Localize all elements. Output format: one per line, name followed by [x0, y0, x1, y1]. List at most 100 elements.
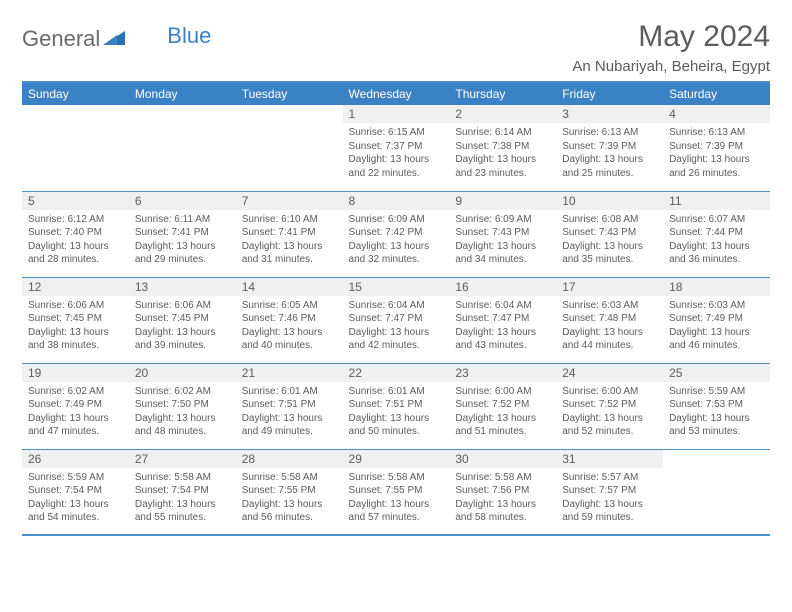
- day-number: 4: [663, 105, 770, 123]
- day-number: 5: [22, 192, 129, 210]
- calendar-cell: 15Sunrise: 6:04 AMSunset: 7:47 PMDayligh…: [343, 277, 450, 363]
- calendar-cell: ..: [129, 105, 236, 191]
- day-details: Sunrise: 6:11 AMSunset: 7:41 PMDaylight:…: [129, 210, 236, 271]
- calendar-row: 26Sunrise: 5:59 AMSunset: 7:54 PMDayligh…: [22, 449, 770, 535]
- day-details: Sunrise: 6:15 AMSunset: 7:37 PMDaylight:…: [343, 123, 450, 184]
- day-number: 25: [663, 364, 770, 382]
- calendar-cell: ..: [22, 105, 129, 191]
- calendar-cell: 5Sunrise: 6:12 AMSunset: 7:40 PMDaylight…: [22, 191, 129, 277]
- calendar-cell: 27Sunrise: 5:58 AMSunset: 7:54 PMDayligh…: [129, 449, 236, 535]
- calendar-cell: 25Sunrise: 5:59 AMSunset: 7:53 PMDayligh…: [663, 363, 770, 449]
- day-number: 11: [663, 192, 770, 210]
- day-number: 19: [22, 364, 129, 382]
- day-details: Sunrise: 6:07 AMSunset: 7:44 PMDaylight:…: [663, 210, 770, 271]
- calendar-cell: 2Sunrise: 6:14 AMSunset: 7:38 PMDaylight…: [449, 105, 556, 191]
- calendar-cell: 7Sunrise: 6:10 AMSunset: 7:41 PMDaylight…: [236, 191, 343, 277]
- calendar-cell: 13Sunrise: 6:06 AMSunset: 7:45 PMDayligh…: [129, 277, 236, 363]
- day-number: 1: [343, 105, 450, 123]
- day-number: 24: [556, 364, 663, 382]
- calendar-cell: 26Sunrise: 5:59 AMSunset: 7:54 PMDayligh…: [22, 449, 129, 535]
- day-details: Sunrise: 6:13 AMSunset: 7:39 PMDaylight:…: [663, 123, 770, 184]
- weekday-header: Friday: [556, 82, 663, 105]
- weekday-header: Thursday: [449, 82, 556, 105]
- day-number: 2: [449, 105, 556, 123]
- weekday-header: Monday: [129, 82, 236, 105]
- day-number: 31: [556, 450, 663, 468]
- calendar-cell: 29Sunrise: 5:58 AMSunset: 7:55 PMDayligh…: [343, 449, 450, 535]
- brand-text-blue: Blue: [167, 23, 211, 49]
- calendar-cell: 12Sunrise: 6:06 AMSunset: 7:45 PMDayligh…: [22, 277, 129, 363]
- weekday-header: Saturday: [663, 82, 770, 105]
- day-number: 10: [556, 192, 663, 210]
- day-details: Sunrise: 6:08 AMSunset: 7:43 PMDaylight:…: [556, 210, 663, 271]
- calendar-cell: 22Sunrise: 6:01 AMSunset: 7:51 PMDayligh…: [343, 363, 450, 449]
- page-title: May 2024: [572, 20, 770, 54]
- day-details: Sunrise: 6:06 AMSunset: 7:45 PMDaylight:…: [22, 296, 129, 357]
- day-number: 30: [449, 450, 556, 468]
- calendar-cell: 30Sunrise: 5:58 AMSunset: 7:56 PMDayligh…: [449, 449, 556, 535]
- day-details: Sunrise: 6:00 AMSunset: 7:52 PMDaylight:…: [556, 382, 663, 443]
- day-number: 29: [343, 450, 450, 468]
- weekday-header: Sunday: [22, 82, 129, 105]
- calendar-cell: 24Sunrise: 6:00 AMSunset: 7:52 PMDayligh…: [556, 363, 663, 449]
- day-details: Sunrise: 6:02 AMSunset: 7:50 PMDaylight:…: [129, 382, 236, 443]
- calendar-cell: 11Sunrise: 6:07 AMSunset: 7:44 PMDayligh…: [663, 191, 770, 277]
- day-number: 8: [343, 192, 450, 210]
- day-details: Sunrise: 5:59 AMSunset: 7:54 PMDaylight:…: [22, 468, 129, 529]
- calendar-row: 5Sunrise: 6:12 AMSunset: 7:40 PMDaylight…: [22, 191, 770, 277]
- day-number: 28: [236, 450, 343, 468]
- day-details: Sunrise: 5:58 AMSunset: 7:56 PMDaylight:…: [449, 468, 556, 529]
- day-details: Sunrise: 6:10 AMSunset: 7:41 PMDaylight:…: [236, 210, 343, 271]
- calendar-cell: 17Sunrise: 6:03 AMSunset: 7:48 PMDayligh…: [556, 277, 663, 363]
- calendar-cell: 6Sunrise: 6:11 AMSunset: 7:41 PMDaylight…: [129, 191, 236, 277]
- weekday-header: Tuesday: [236, 82, 343, 105]
- calendar-cell: 20Sunrise: 6:02 AMSunset: 7:50 PMDayligh…: [129, 363, 236, 449]
- calendar-cell: ..: [236, 105, 343, 191]
- calendar-cell: 10Sunrise: 6:08 AMSunset: 7:43 PMDayligh…: [556, 191, 663, 277]
- brand-triangle-icon: [103, 29, 125, 50]
- calendar-cell: 3Sunrise: 6:13 AMSunset: 7:39 PMDaylight…: [556, 105, 663, 191]
- calendar-table: Sunday Monday Tuesday Wednesday Thursday…: [22, 81, 770, 536]
- day-details: Sunrise: 6:00 AMSunset: 7:52 PMDaylight:…: [449, 382, 556, 443]
- day-number: 22: [343, 364, 450, 382]
- day-details: Sunrise: 6:01 AMSunset: 7:51 PMDaylight:…: [343, 382, 450, 443]
- day-details: Sunrise: 6:14 AMSunset: 7:38 PMDaylight:…: [449, 123, 556, 184]
- day-details: Sunrise: 6:04 AMSunset: 7:47 PMDaylight:…: [343, 296, 450, 357]
- day-details: Sunrise: 6:03 AMSunset: 7:49 PMDaylight:…: [663, 296, 770, 357]
- weekday-header: Wednesday: [343, 82, 450, 105]
- day-details: Sunrise: 5:58 AMSunset: 7:55 PMDaylight:…: [236, 468, 343, 529]
- heading-block: May 2024 An Nubariyah, Beheira, Egypt: [572, 20, 770, 75]
- day-details: Sunrise: 5:58 AMSunset: 7:55 PMDaylight:…: [343, 468, 450, 529]
- day-details: Sunrise: 5:58 AMSunset: 7:54 PMDaylight:…: [129, 468, 236, 529]
- day-details: Sunrise: 6:06 AMSunset: 7:45 PMDaylight:…: [129, 296, 236, 357]
- day-details: Sunrise: 6:13 AMSunset: 7:39 PMDaylight:…: [556, 123, 663, 184]
- day-details: Sunrise: 6:09 AMSunset: 7:43 PMDaylight:…: [449, 210, 556, 271]
- day-details: Sunrise: 5:57 AMSunset: 7:57 PMDaylight:…: [556, 468, 663, 529]
- brand-logo: General Blue: [22, 20, 211, 52]
- day-number: 20: [129, 364, 236, 382]
- calendar-cell: ..: [663, 449, 770, 535]
- calendar-cell: 28Sunrise: 5:58 AMSunset: 7:55 PMDayligh…: [236, 449, 343, 535]
- day-number: 16: [449, 278, 556, 296]
- calendar-row: 12Sunrise: 6:06 AMSunset: 7:45 PMDayligh…: [22, 277, 770, 363]
- calendar-cell: 1Sunrise: 6:15 AMSunset: 7:37 PMDaylight…: [343, 105, 450, 191]
- day-number: 17: [556, 278, 663, 296]
- day-number: 26: [22, 450, 129, 468]
- day-number: 7: [236, 192, 343, 210]
- day-number: 6: [129, 192, 236, 210]
- day-number: 21: [236, 364, 343, 382]
- day-details: Sunrise: 6:04 AMSunset: 7:47 PMDaylight:…: [449, 296, 556, 357]
- day-number: 13: [129, 278, 236, 296]
- day-details: Sunrise: 6:02 AMSunset: 7:49 PMDaylight:…: [22, 382, 129, 443]
- day-details: Sunrise: 6:03 AMSunset: 7:48 PMDaylight:…: [556, 296, 663, 357]
- weekday-header-row: Sunday Monday Tuesday Wednesday Thursday…: [22, 82, 770, 105]
- day-details: Sunrise: 6:12 AMSunset: 7:40 PMDaylight:…: [22, 210, 129, 271]
- day-number: 14: [236, 278, 343, 296]
- calendar-cell: 18Sunrise: 6:03 AMSunset: 7:49 PMDayligh…: [663, 277, 770, 363]
- day-number: 18: [663, 278, 770, 296]
- location-text: An Nubariyah, Beheira, Egypt: [572, 58, 770, 75]
- header: General Blue May 2024 An Nubariyah, Behe…: [22, 20, 770, 75]
- calendar-cell: 23Sunrise: 6:00 AMSunset: 7:52 PMDayligh…: [449, 363, 556, 449]
- day-number: 3: [556, 105, 663, 123]
- calendar-cell: 14Sunrise: 6:05 AMSunset: 7:46 PMDayligh…: [236, 277, 343, 363]
